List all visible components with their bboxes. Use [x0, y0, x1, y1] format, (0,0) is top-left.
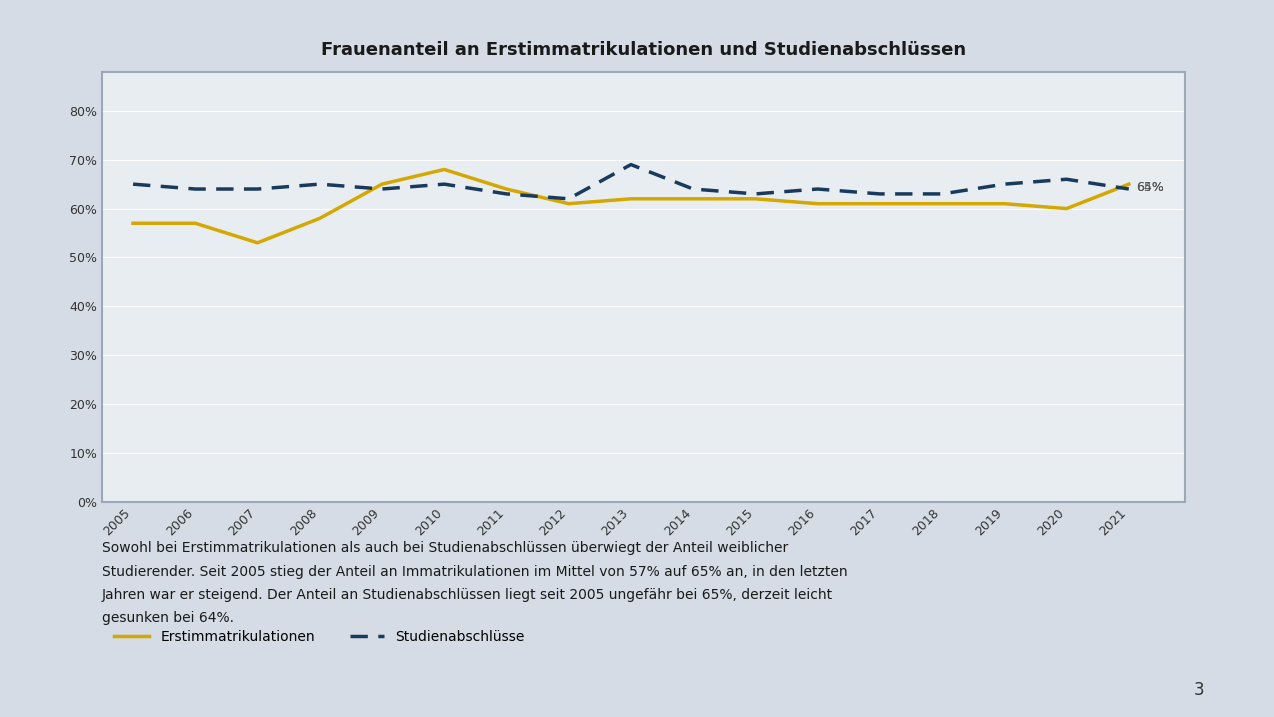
Text: 65%: 65%	[1136, 181, 1164, 194]
Text: 64%: 64%	[1136, 181, 1164, 194]
Text: 3: 3	[1194, 681, 1204, 699]
Text: Sowohl bei Erstimmatrikulationen als auch bei Studienabschlüssen überwiegt der A: Sowohl bei Erstimmatrikulationen als auc…	[102, 541, 847, 625]
Title: Frauenanteil an Erstimmatrikulationen und Studienabschlüssen: Frauenanteil an Erstimmatrikulationen un…	[321, 41, 966, 59]
Legend: Erstimmatrikulationen, Studienabschlüsse: Erstimmatrikulationen, Studienabschlüsse	[108, 625, 530, 650]
